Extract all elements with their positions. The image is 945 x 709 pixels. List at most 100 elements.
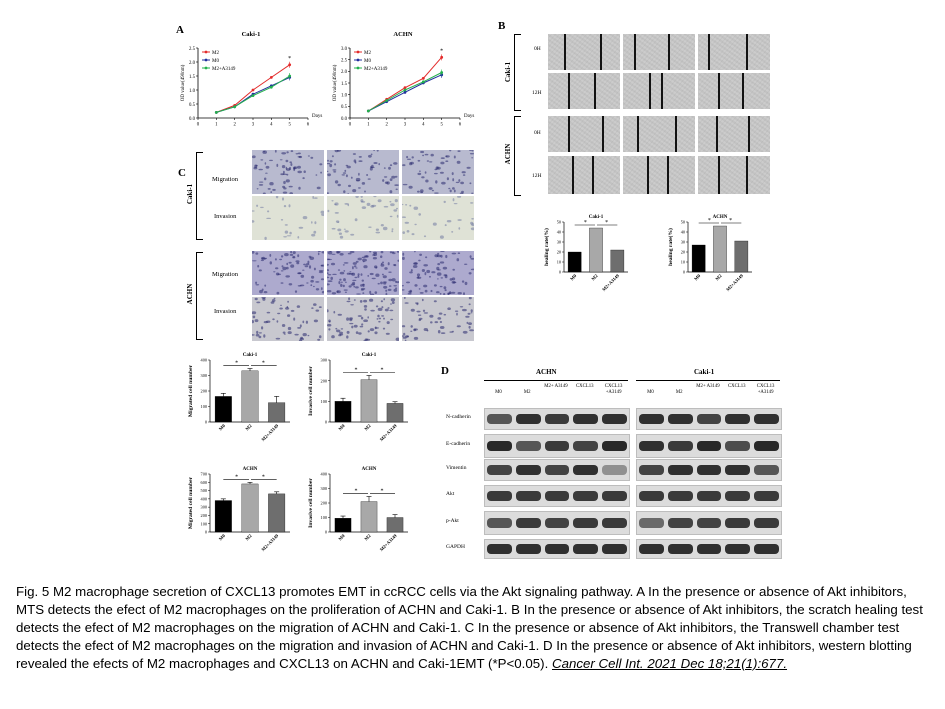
y-tick-label: 100 — [321, 515, 327, 520]
cell-dot — [358, 172, 360, 176]
cell-dot — [461, 171, 466, 174]
cell-dot — [471, 148, 474, 152]
cell-dot — [360, 273, 363, 276]
cell-dot — [380, 255, 383, 258]
cell-dot — [344, 169, 347, 172]
protein-band — [754, 491, 779, 501]
bar-chart-invasive-caki1: Caki-1 0 100 200 300 Invasive cell number M0 M2… — [308, 353, 408, 442]
cell-dot — [315, 174, 318, 176]
protein-band — [754, 544, 779, 554]
cell-dot — [331, 292, 337, 295]
cell-dot — [353, 299, 356, 301]
cell-dot — [409, 204, 412, 207]
data-point — [251, 94, 255, 97]
cell-dot — [469, 182, 472, 185]
y-tick-label: 2.0 — [189, 61, 196, 66]
significance-star: * — [440, 48, 443, 54]
protein-band — [602, 414, 627, 424]
panel-label-a: A — [176, 24, 184, 36]
y-tick-label: 200 — [201, 389, 207, 394]
cell-dot — [286, 235, 292, 237]
cell-dot — [426, 269, 431, 274]
bar-m2 — [360, 501, 378, 533]
cell-dot — [389, 251, 393, 254]
cell-dot — [445, 160, 449, 162]
cell-dot — [416, 273, 421, 277]
cell-texture — [250, 296, 322, 342]
cell-dot — [325, 269, 330, 272]
cell-dot — [469, 153, 475, 155]
significance-star: * — [605, 220, 608, 226]
chart-title: ACHN — [393, 31, 412, 38]
legend-label: M2 — [364, 51, 371, 56]
cell-dot — [327, 209, 330, 213]
protein-band — [696, 441, 722, 451]
cell-dot — [303, 263, 306, 266]
cell-dot — [266, 217, 271, 219]
cell-dot — [410, 269, 413, 272]
protein-band — [487, 414, 512, 424]
cell-dot — [470, 221, 474, 225]
cell-dot — [354, 276, 358, 279]
cell-dot — [452, 198, 455, 202]
citation-link[interactable]: Cancer Cell Int. 2021 Dec 18;21(1):677. — [551, 656, 788, 671]
cell-dot — [452, 330, 454, 332]
cell-dot — [369, 167, 373, 171]
cell-dot — [424, 153, 429, 156]
cell-dot — [296, 305, 301, 308]
blot-group-caki1: Caki-1 — [694, 368, 715, 376]
cell-texture — [250, 195, 326, 240]
protein-band — [544, 518, 570, 528]
bar-m2-a3149 — [734, 240, 749, 273]
cell-dot — [367, 178, 371, 180]
protein-band — [515, 414, 541, 424]
y-tick-label: 40 — [557, 230, 561, 235]
lane-label: M2+ A3149 — [544, 384, 568, 389]
lane-label: M0 — [495, 390, 502, 395]
cell-dot — [383, 298, 385, 301]
x-tick-label: M2+A3149 — [601, 273, 620, 292]
scratch-grid: Caki-1 ACHN 0H 12H 0H 12H — [502, 32, 770, 196]
cell-dot — [429, 161, 433, 163]
cell-dot — [417, 159, 421, 162]
cell-dot — [329, 163, 333, 168]
protein-band — [639, 544, 664, 554]
cell-dot — [470, 227, 476, 231]
cell-dot — [276, 291, 280, 295]
lane-label: M2+ A3149 — [696, 384, 720, 389]
cell-dot — [283, 187, 287, 190]
cell-dot — [318, 271, 324, 274]
cell-dot — [470, 202, 474, 204]
cell-dot — [294, 333, 299, 336]
bar-m2-a3149 — [386, 517, 404, 533]
cell-dot — [285, 275, 290, 278]
cell-dot — [363, 305, 368, 308]
y-tick-label: 50 — [557, 220, 561, 225]
cell-dot — [452, 268, 455, 271]
cell-dot — [311, 221, 313, 224]
protein-band — [515, 465, 541, 475]
cell-dot — [297, 156, 302, 158]
cell-dot — [394, 184, 399, 186]
y-tick-label: 1.5 — [189, 75, 196, 80]
cell-dot — [251, 320, 254, 324]
cell-dot — [284, 230, 289, 234]
x-tick-label: M0 — [218, 423, 227, 432]
cell-dot — [383, 167, 386, 169]
cell-dot — [321, 291, 325, 294]
row-label-invasion: Invasion — [214, 213, 237, 220]
cell-dot — [281, 324, 286, 327]
cell-dot — [289, 253, 294, 256]
cell-dot — [307, 334, 310, 337]
protein-band — [667, 491, 693, 501]
protein-band — [544, 414, 570, 424]
cell-dot — [290, 163, 293, 166]
cell-dot — [443, 286, 447, 290]
cell-dot — [286, 151, 289, 154]
cell-dot — [462, 330, 468, 334]
x-tick-label: 3 — [252, 123, 255, 128]
cell-dot — [404, 339, 407, 342]
y-tick-label: 200 — [201, 513, 207, 518]
cell-dot — [288, 204, 291, 208]
